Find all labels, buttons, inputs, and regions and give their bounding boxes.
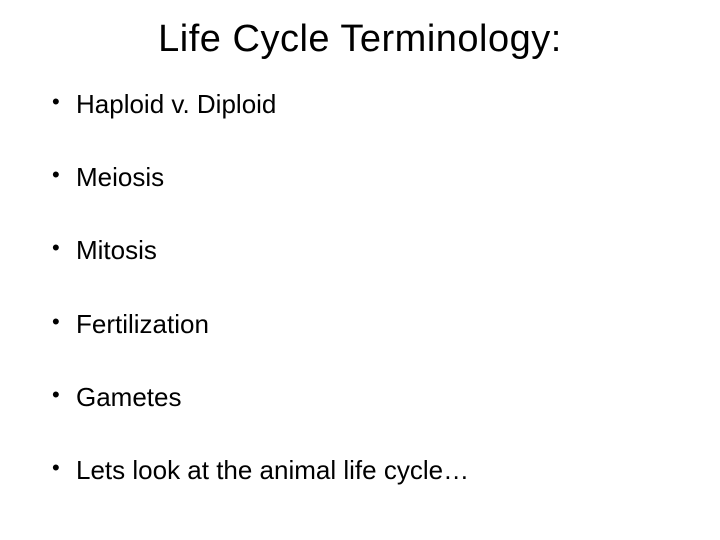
- bullet-list: Haploid v. Diploid Meiosis Mitosis Ferti…: [40, 89, 680, 486]
- slide-title: Life Cycle Terminology:: [40, 18, 680, 61]
- list-item: Lets look at the animal life cycle…: [48, 455, 680, 486]
- list-item: Haploid v. Diploid: [48, 89, 680, 120]
- list-item: Mitosis: [48, 235, 680, 266]
- list-item: Meiosis: [48, 162, 680, 193]
- list-item: Gametes: [48, 382, 680, 413]
- list-item: Fertilization: [48, 309, 680, 340]
- slide: Life Cycle Terminology: Haploid v. Diplo…: [0, 0, 720, 540]
